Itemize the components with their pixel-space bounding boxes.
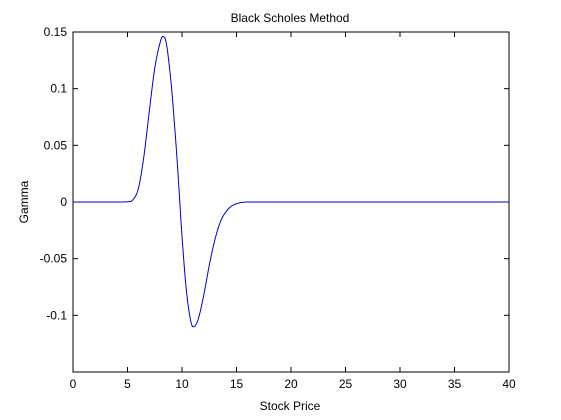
x-tick-label: 5 <box>124 377 131 391</box>
y-tick-label: -0.1 <box>46 308 67 322</box>
y-tick-label: 0.15 <box>44 25 68 39</box>
gamma-series-line <box>73 35 509 328</box>
y-tick-label: 0.1 <box>50 82 67 96</box>
y-tick-label: 0.05 <box>44 138 68 152</box>
x-tick-label: 20 <box>284 377 298 391</box>
y-tick-label: 0 <box>60 195 67 209</box>
y-tick-label: -0.05 <box>40 252 68 266</box>
x-axis-label: Stock Price <box>260 399 321 413</box>
x-tick-label: 0 <box>70 377 77 391</box>
x-tick-label: 15 <box>230 377 244 391</box>
x-axis: 0 5 10 15 20 25 30 35 40 <box>70 32 516 391</box>
x-tick-label: 30 <box>393 377 407 391</box>
x-tick-label: 35 <box>448 377 462 391</box>
y-axis-label: Gamma <box>17 180 31 223</box>
y-axis: 0.15 0.1 0.05 0 -0.05 -0.1 <box>40 25 509 322</box>
chart-title: Black Scholes Method <box>231 11 350 25</box>
x-tick-label: 25 <box>339 377 353 391</box>
x-tick-label: 10 <box>175 377 189 391</box>
x-tick-label: 40 <box>502 377 516 391</box>
